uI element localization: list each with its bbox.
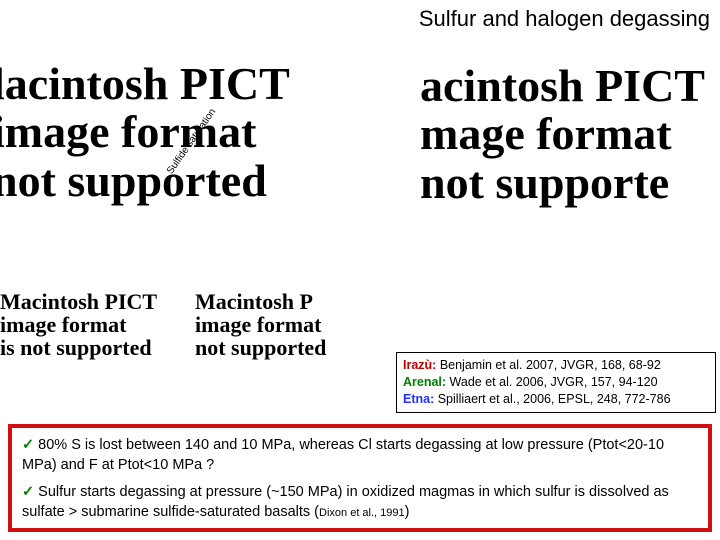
ref-line: Arenal: Wade et al. 2006, JVGR, 157, 94-… <box>403 374 709 391</box>
page-title: Sulfur and halogen degassing <box>419 6 710 32</box>
bullet-1: ✓80% S is lost between 140 and 10 MPa, w… <box>22 436 698 475</box>
bullet-citation: Dixon et al., 1991 <box>319 507 405 519</box>
pict-placeholder-4: Macintosh P image format not supported <box>195 290 326 359</box>
ref-line: Etna: Spilliaert et al., 2006, EPSL, 248… <box>403 391 709 408</box>
ref-text: Spilliaert et al., 2006, EPSL, 248, 772-… <box>434 392 670 406</box>
summary-box: ✓80% S is lost between 140 and 10 MPa, w… <box>8 424 712 532</box>
ref-line: Irazù: Benjamin et al. 2007, JVGR, 168, … <box>403 357 709 374</box>
pict-placeholder-2: acintosh PICT mage format not supporte <box>420 62 705 207</box>
ref-text: Wade et al. 2006, JVGR, 157, 94-120 <box>446 375 657 389</box>
check-icon: ✓ <box>22 437 34 453</box>
check-icon: ✓ <box>22 484 34 500</box>
ref-volcano: Irazù: <box>403 358 436 372</box>
references-box: Irazù: Benjamin et al. 2007, JVGR, 168, … <box>396 352 716 413</box>
pict-placeholder-1: lacintosh PICT image format not supporte… <box>0 60 290 205</box>
pict-placeholder-3: Macintosh PICT image format is not suppo… <box>0 290 157 359</box>
ref-volcano: Arenal: <box>403 375 446 389</box>
bullet-text: 80% S is lost between 140 and 10 MPa, wh… <box>22 437 664 473</box>
bullet-2: ✓Sulfur starts degassing at pressure (~1… <box>22 483 698 522</box>
bullet-text-end: ) <box>405 504 410 520</box>
ref-text: Benjamin et al. 2007, JVGR, 168, 68-92 <box>436 358 660 372</box>
ref-volcano: Etna: <box>403 392 434 406</box>
